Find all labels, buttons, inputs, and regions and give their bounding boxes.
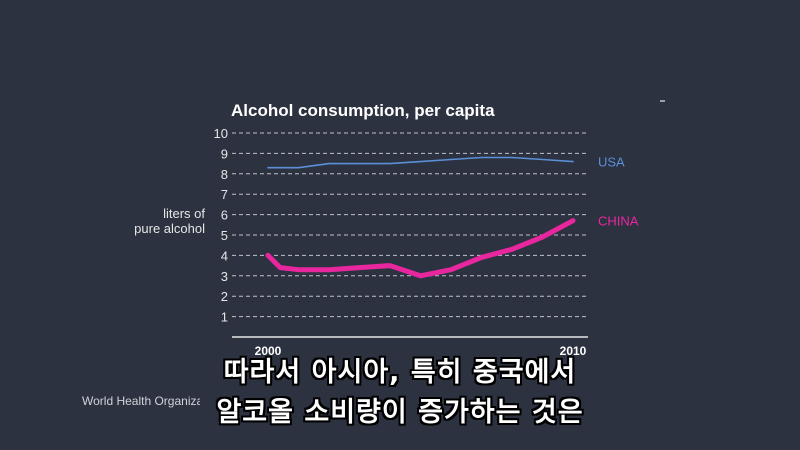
y-axis-label-line-2: pure alcohol (134, 221, 205, 236)
y-tick-label-1: 1 (221, 310, 228, 325)
series-line-usa (267, 156, 574, 169)
source-credit: World Health Organization (82, 394, 200, 408)
chart-title: Alcohol consumption, per capita (231, 101, 495, 120)
subtitle-line-1: 따라서 아시아, 특히 중국에서 (223, 357, 577, 388)
series-label-usa: USA (598, 155, 625, 170)
decorative-dot (660, 100, 665, 102)
x-tick-label-2010: 2010 (560, 344, 587, 358)
y-tick-label-10: 10 (214, 126, 228, 141)
subtitle-line-2: 알코올 소비량이 증가하는 것은 (216, 397, 584, 428)
y-tick-label-8: 8 (221, 167, 228, 182)
y-tick-label-4: 4 (221, 248, 228, 263)
y-tick-label-3: 3 (221, 269, 228, 284)
y-tick-label-7: 7 (221, 187, 228, 202)
series-line-china (265, 218, 576, 279)
y-axis-label: liters of pure alcohol (110, 206, 205, 236)
y-tick-label-2: 2 (221, 289, 228, 304)
y-axis-label-line-1: liters of (163, 206, 205, 221)
x-tick-label-2000: 2000 (255, 344, 282, 358)
y-tick-label-5: 5 (221, 228, 228, 243)
y-tick-label-9: 9 (221, 146, 228, 161)
y-tick-label-6: 6 (221, 208, 228, 223)
series-label-china: CHINA (598, 214, 639, 229)
